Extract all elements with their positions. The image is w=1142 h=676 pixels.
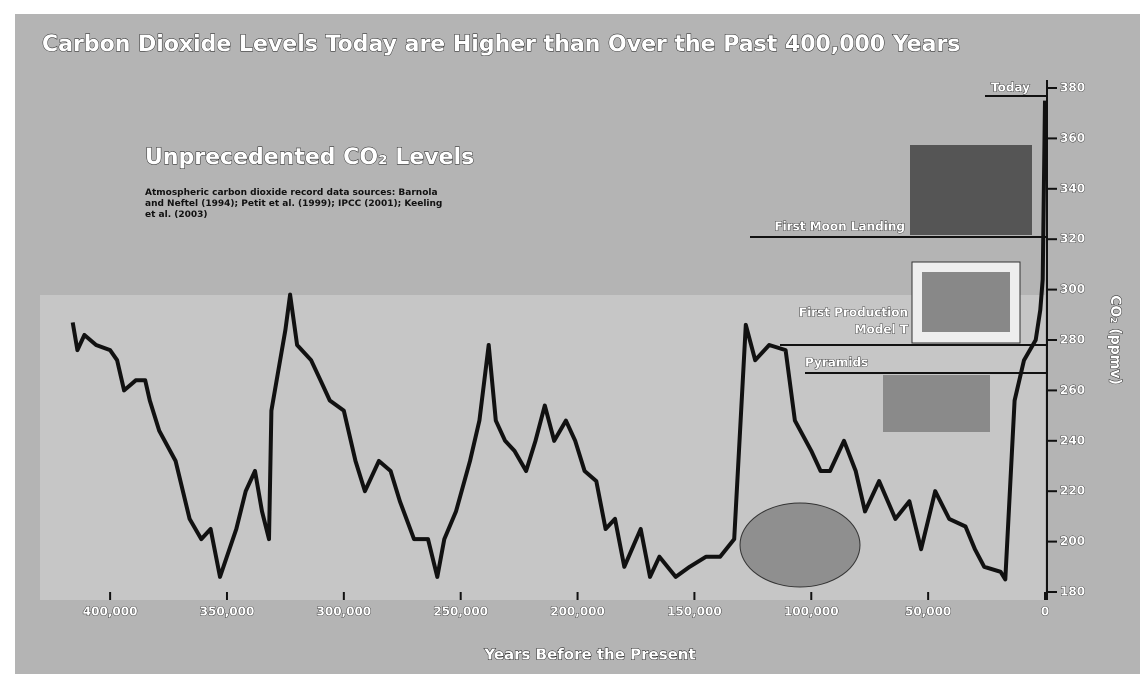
y-tick-label: 180 bbox=[1060, 585, 1085, 599]
chart-subtitle: Unprecedented CO₂ Levels bbox=[145, 145, 474, 170]
y-tick-label: 380 bbox=[1060, 81, 1085, 95]
y-tick-label: 240 bbox=[1060, 433, 1085, 447]
x-axis-label: Years Before the Present bbox=[483, 646, 695, 664]
x-tick-label: 150,000 bbox=[667, 605, 722, 619]
mammoth-image bbox=[740, 503, 860, 587]
y-tick-label: 260 bbox=[1060, 383, 1085, 397]
x-tick-label: 350,000 bbox=[200, 605, 255, 619]
chart-title: Carbon Dioxide Levels Today are Higher t… bbox=[42, 32, 960, 57]
x-tick-label: 200,000 bbox=[550, 605, 605, 619]
annotation: First Production bbox=[799, 306, 908, 320]
y-tick-label: 280 bbox=[1060, 333, 1085, 347]
y-tick-label: 300 bbox=[1060, 282, 1085, 296]
chart: Carbon Dioxide Levels Today are Higher t… bbox=[0, 0, 1142, 676]
pyramid-photo bbox=[883, 375, 990, 432]
annotation: Model T bbox=[855, 323, 909, 337]
x-tick-label: 300,000 bbox=[317, 605, 372, 619]
moon-photo bbox=[910, 145, 1032, 235]
y-tick-label: 340 bbox=[1060, 181, 1085, 195]
x-tick-label: 400,000 bbox=[83, 605, 138, 619]
y-tick-label: 200 bbox=[1060, 534, 1085, 548]
x-tick-label: 250,000 bbox=[433, 605, 488, 619]
annotation: First Moon Landing bbox=[774, 220, 905, 234]
plot-band bbox=[40, 295, 1045, 600]
x-tick-label: 0 bbox=[1041, 605, 1049, 619]
y-tick-label: 320 bbox=[1060, 232, 1085, 246]
note-box: Atmospheric carbon dioxide record data s… bbox=[145, 188, 445, 238]
x-tick-label: 50,000 bbox=[905, 605, 951, 619]
y-tick-label: 220 bbox=[1060, 484, 1085, 498]
y-axis-label: CO₂ (ppmv) bbox=[1107, 295, 1123, 385]
annotation: Pyramids bbox=[805, 356, 868, 370]
annotation: Today bbox=[991, 81, 1030, 95]
model-t-car bbox=[922, 272, 1010, 332]
y-tick-label: 360 bbox=[1060, 131, 1085, 145]
source-note: Atmospheric carbon dioxide record data s… bbox=[145, 188, 445, 221]
x-tick-label: 100,000 bbox=[784, 605, 839, 619]
